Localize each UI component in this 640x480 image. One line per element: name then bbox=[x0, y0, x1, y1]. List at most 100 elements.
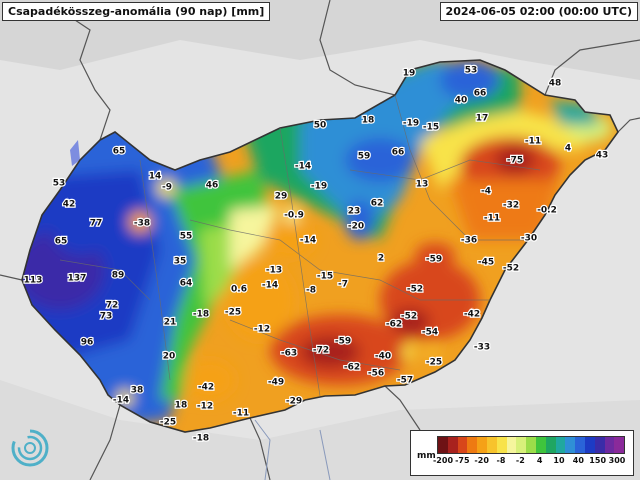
anomaly-value-label: 66 bbox=[474, 89, 487, 99]
anomaly-value-label: 55 bbox=[180, 232, 193, 242]
anomaly-value-label: -49 bbox=[268, 378, 284, 388]
legend-tick-label: -75 bbox=[455, 456, 470, 465]
anomaly-value-label: -45 bbox=[478, 258, 494, 268]
anomaly-value-label: -4 bbox=[481, 187, 491, 197]
anomaly-value-label: -0.2 bbox=[537, 206, 557, 216]
anomaly-value-label: -40 bbox=[375, 352, 391, 362]
anomaly-value-label: 0.6 bbox=[231, 285, 247, 295]
anomaly-value-label: 43 bbox=[596, 151, 609, 161]
anomaly-value-label: -62 bbox=[386, 320, 402, 330]
anomaly-value-label: 38 bbox=[131, 386, 144, 396]
anomaly-value-label: 4 bbox=[565, 144, 571, 154]
anomaly-value-label: -18 bbox=[193, 434, 209, 444]
anomaly-value-label: -42 bbox=[198, 383, 214, 393]
legend-tick-label: 4 bbox=[536, 456, 543, 465]
legend-ticks: -200 -75 -20 -8 -2 4 10 40 150 300 bbox=[433, 456, 626, 470]
anomaly-value-label: 65 bbox=[113, 147, 126, 157]
legend-color-swatch bbox=[467, 437, 478, 453]
anomaly-value-label: 64 bbox=[180, 279, 193, 289]
anomaly-value-label: -36 bbox=[461, 236, 477, 246]
anomaly-value-label: -25 bbox=[225, 308, 241, 318]
anomaly-value-label: 46 bbox=[206, 181, 219, 191]
anomaly-value-label: 35 bbox=[174, 257, 187, 267]
anomaly-value-label: -15 bbox=[317, 272, 333, 282]
anomaly-value-label: 77 bbox=[90, 219, 103, 229]
anomaly-value-label: -7 bbox=[338, 280, 348, 290]
legend-color-swatch bbox=[526, 437, 536, 453]
anomaly-value-label: -56 bbox=[368, 369, 384, 379]
anomaly-value-label: 96 bbox=[81, 338, 94, 348]
anomaly-value-label: -38 bbox=[134, 219, 150, 229]
anomaly-value-label: -52 bbox=[401, 312, 417, 322]
anomaly-value-label: -11 bbox=[233, 409, 249, 419]
anomaly-value-label: -14 bbox=[113, 396, 129, 406]
anomaly-value-label: -57 bbox=[397, 376, 413, 386]
anomaly-value-label: -33 bbox=[474, 343, 490, 353]
anomaly-value-label: 42 bbox=[63, 200, 76, 210]
anomaly-value-label: -25 bbox=[160, 418, 176, 428]
legend-tick-label: 150 bbox=[589, 456, 607, 465]
legend-color-swatch bbox=[604, 437, 615, 453]
anomaly-value-label: 18 bbox=[175, 401, 188, 411]
anomaly-value-label: -9 bbox=[162, 183, 172, 193]
anomaly-value-label: -19 bbox=[403, 119, 419, 129]
anomaly-value-label: 14 bbox=[149, 172, 162, 182]
anomaly-value-label: -72 bbox=[313, 346, 329, 356]
anomaly-value-label: 50 bbox=[314, 121, 327, 131]
anomaly-value-label: -62 bbox=[344, 363, 360, 373]
legend-color-swatch bbox=[496, 437, 507, 453]
anomaly-value-label: 23 bbox=[348, 207, 361, 217]
legend-color-swatch bbox=[594, 437, 605, 453]
anomaly-value-label: -18 bbox=[193, 310, 209, 320]
anomaly-value-label: -75 bbox=[507, 156, 523, 166]
anomaly-value-label: -13 bbox=[266, 266, 282, 276]
anomaly-value-label: 73 bbox=[100, 312, 113, 322]
legend-color-swatch bbox=[584, 437, 595, 453]
met-service-logo-icon bbox=[11, 429, 49, 467]
anomaly-value-label: -63 bbox=[281, 349, 297, 359]
anomaly-value-label: -14 bbox=[295, 162, 311, 172]
legend-tick-label: 40 bbox=[572, 456, 584, 465]
anomaly-value-label: 40 bbox=[455, 96, 468, 106]
legend-color-swatch bbox=[457, 437, 468, 453]
anomaly-value-label: -15 bbox=[423, 123, 439, 133]
anomaly-value-label: -19 bbox=[311, 182, 327, 192]
legend-color-swatch bbox=[535, 437, 546, 453]
anomaly-value-label: -59 bbox=[335, 337, 351, 347]
anomaly-value-label: -25 bbox=[426, 358, 442, 368]
anomaly-value-label: 72 bbox=[106, 301, 119, 311]
legend-color-swatch bbox=[506, 437, 517, 453]
legend-color-swatch bbox=[516, 437, 527, 453]
legend-color-swatch bbox=[447, 437, 458, 453]
anomaly-value-label: -20 bbox=[348, 222, 364, 232]
legend-tick-label: 300 bbox=[608, 456, 626, 465]
anomaly-value-label: 113 bbox=[24, 276, 43, 286]
anomaly-value-label: 53 bbox=[465, 66, 478, 76]
anomaly-labels: 19 53 48 40 66 17 50 18 -19 -15 -11 4 43 65 59 66 -75 -14… bbox=[22, 64, 609, 444]
legend-color-swatch bbox=[614, 437, 625, 453]
anomaly-value-label: -59 bbox=[426, 255, 442, 265]
anomaly-value-label: -54 bbox=[422, 328, 438, 338]
anomaly-value-label: -11 bbox=[484, 214, 500, 224]
anomaly-value-label: 89 bbox=[112, 271, 125, 281]
legend-color-swatch bbox=[565, 437, 576, 453]
anomaly-value-label: 48 bbox=[549, 79, 562, 89]
legend-color-swatch bbox=[575, 437, 585, 453]
legend-unit: mm bbox=[417, 451, 436, 461]
anomaly-value-label: -0.9 bbox=[284, 211, 304, 221]
anomaly-value-label: -32 bbox=[503, 201, 519, 211]
anomaly-value-label: 62 bbox=[371, 199, 384, 209]
legend-tick-label: -2 bbox=[515, 456, 525, 465]
anomaly-value-label: -8 bbox=[306, 286, 316, 296]
anomaly-value-label: 66 bbox=[392, 148, 405, 158]
anomaly-value-label: 65 bbox=[55, 237, 68, 247]
anomaly-value-label: -11 bbox=[525, 137, 541, 147]
anomaly-value-label: -14 bbox=[262, 281, 278, 291]
map-title: Csapadékösszeg-anomália (90 nap) [mm] bbox=[2, 2, 271, 21]
legend-tick-label: -8 bbox=[496, 456, 506, 465]
anomaly-value-label: 17 bbox=[476, 114, 489, 124]
anomaly-value-label: 13 bbox=[416, 180, 429, 190]
legend-tick-label: -200 bbox=[432, 456, 454, 465]
